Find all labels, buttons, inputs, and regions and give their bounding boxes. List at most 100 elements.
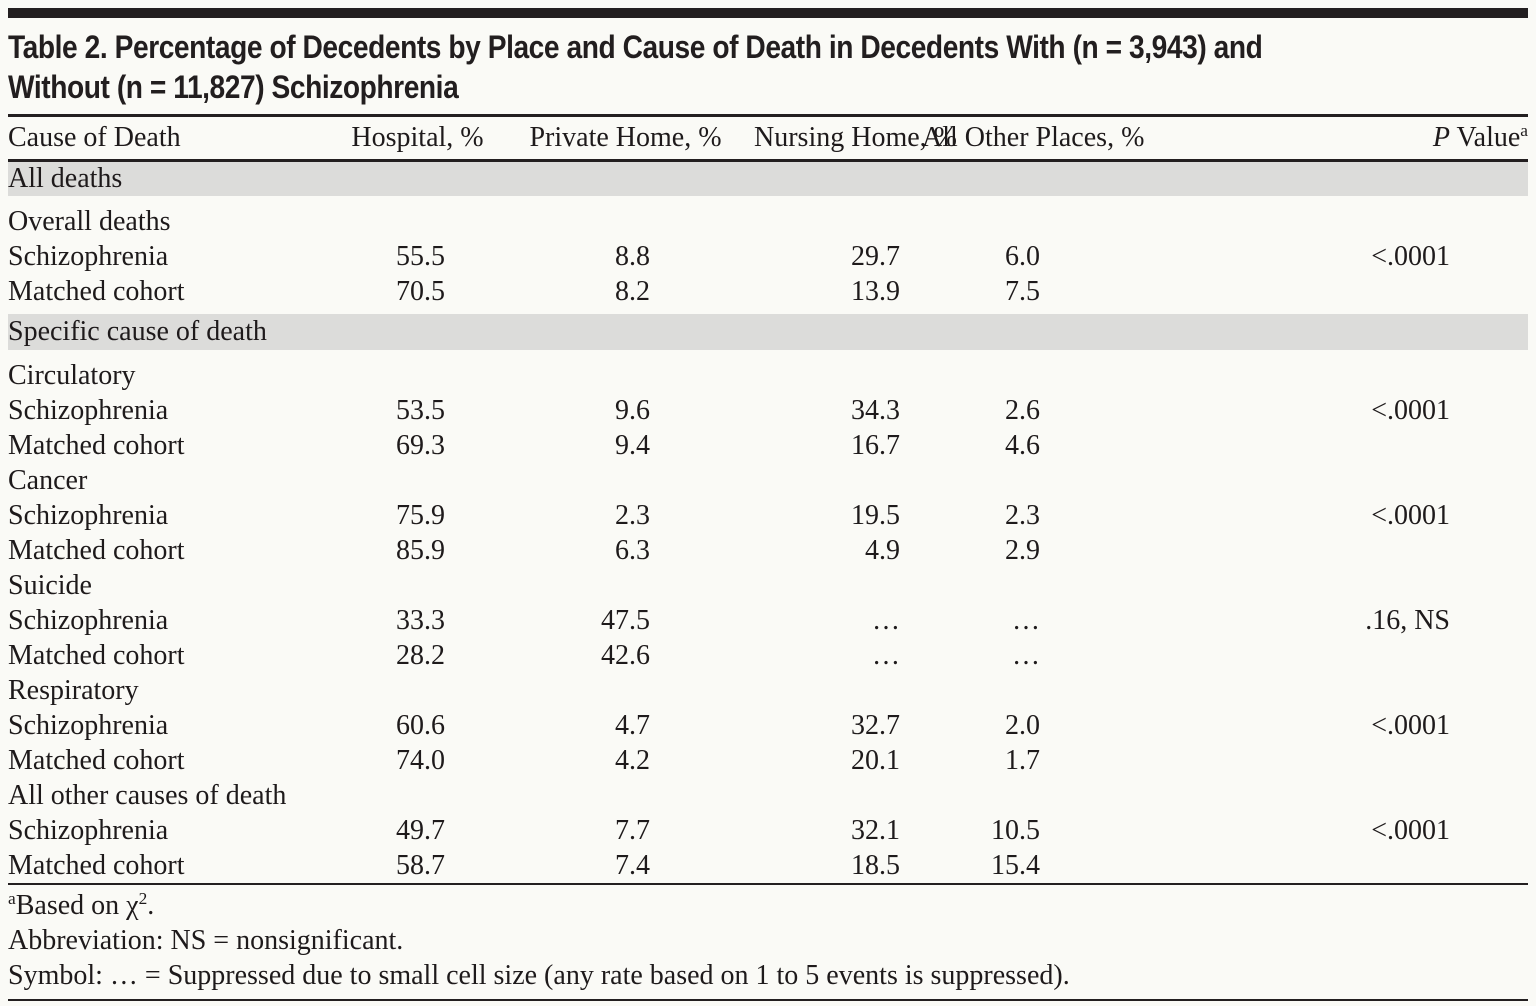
value-cell: 4.2: [615, 744, 650, 776]
value-cell: 34.3: [851, 394, 900, 426]
p-value-superscript-a: a: [1520, 121, 1528, 141]
data-row: Schizophrenia 49.7 7.7 32.1 10.5 <.0001: [8, 813, 1528, 848]
footnote-symbol: Symbol: … = Suppressed due to small cell…: [8, 960, 1070, 991]
value-cell: 70.5: [396, 275, 445, 307]
value-cell: 32.1: [851, 814, 900, 846]
data-row: Schizophrenia 33.3 47.5 … … .16, NS: [8, 603, 1528, 638]
footnote-rule: [8, 883, 1528, 885]
footnote-a-body: Based on χ: [15, 890, 139, 921]
value-cell: 18.5: [851, 849, 900, 881]
spacer-row: [8, 196, 1528, 204]
value-cell: …: [872, 639, 900, 671]
spacer-row: [8, 350, 1528, 358]
value-cell: 53.5: [396, 394, 445, 426]
row-label: Schizophrenia: [8, 709, 169, 741]
value-cell: …: [1012, 604, 1040, 636]
row-label: Matched cohort: [8, 744, 185, 776]
value-cell: 32.7: [851, 709, 900, 741]
value-cell: 4.9: [865, 534, 900, 566]
value-cell: 55.5: [396, 240, 445, 272]
value-cell: [1124, 848, 1528, 883]
group-label: All other causes of death: [8, 779, 287, 811]
value-cell: 16.7: [851, 429, 900, 461]
group-row: Cancer: [8, 463, 1528, 498]
section-band-row: All deaths: [8, 160, 1528, 196]
table-top-rule: [8, 8, 1528, 18]
value-cell: 19.5: [851, 499, 900, 531]
value-cell: 49.7: [396, 814, 445, 846]
table-title: Table 2. Percentage of Decedents by Plac…: [8, 18, 1528, 114]
col-header-private-home: Private Home, %: [497, 117, 754, 162]
table-title-line1: Table 2. Percentage of Decedents by Plac…: [8, 29, 1263, 65]
data-row: Matched cohort 85.9 6.3 4.9 2.9: [8, 533, 1528, 568]
value-cell: <.0001: [1371, 240, 1450, 272]
table-title-line2: Without (n = 11,827) Schizophrenia: [8, 69, 459, 105]
value-cell: …: [872, 604, 900, 636]
value-cell: …: [1012, 639, 1040, 671]
col-header-all-other-places: All Other Places, %: [922, 117, 1144, 162]
value-cell: 2.3: [615, 499, 650, 531]
value-cell: 33.3: [396, 604, 445, 636]
value-cell: 1.7: [1005, 744, 1040, 776]
value-cell: <.0001: [1371, 499, 1450, 531]
row-label: Matched cohort: [8, 639, 185, 671]
value-cell: 9.6: [615, 394, 650, 426]
footnote-chi-square: aBased on χ2.: [8, 888, 1528, 923]
value-cell: <.0001: [1371, 814, 1450, 846]
section-band-row: Specific cause of death: [8, 314, 1528, 350]
group-label: Circulatory: [8, 359, 136, 391]
group-row: Overall deaths: [8, 204, 1528, 239]
value-cell: 10.5: [991, 814, 1040, 846]
table-body: All deaths Overall deaths Schizophrenia 55.…: [8, 160, 1528, 883]
section-band-label: All deaths: [8, 160, 1528, 196]
value-cell: 29.7: [851, 240, 900, 272]
data-table: Cause of Death Hospital, % Private Home,…: [8, 117, 1528, 883]
value-cell: 47.5: [601, 604, 650, 636]
footnote-abbreviation: Abbreviation: NS = nonsignificant.: [8, 925, 404, 956]
value-cell: 2.9: [1005, 534, 1040, 566]
row-label: Matched cohort: [8, 534, 185, 566]
value-cell: <.0001: [1371, 394, 1450, 426]
col-header-cause-of-death: Cause of Death: [8, 117, 338, 162]
table-bottom-rule: [8, 999, 1528, 1001]
data-row: Matched cohort 74.0 4.2 20.1 1.7: [8, 743, 1528, 778]
value-cell: 9.4: [615, 429, 650, 461]
group-label: Respiratory: [8, 674, 139, 706]
row-label: Schizophrenia: [8, 240, 169, 272]
row-label: Matched cohort: [8, 429, 185, 461]
value-cell: 7.4: [615, 849, 650, 881]
data-row: Schizophrenia 60.6 4.7 32.7 2.0 <.0001: [8, 708, 1528, 743]
value-cell: 7.5: [1005, 275, 1040, 307]
spacer-cell: [8, 350, 1528, 358]
group-row: Respiratory: [8, 673, 1528, 708]
value-cell: 6.3: [615, 534, 650, 566]
value-cell: 8.8: [615, 240, 650, 272]
data-row: Matched cohort 58.7 7.4 18.5 15.4: [8, 848, 1528, 883]
p-value-italic: P: [1432, 121, 1451, 153]
row-label: Schizophrenia: [8, 394, 169, 426]
value-cell: 58.7: [396, 849, 445, 881]
value-cell: 6.0: [1005, 240, 1040, 272]
group-row: Circulatory: [8, 358, 1528, 393]
footnote-a-marker: a: [8, 889, 16, 909]
col-header-p-value: P Valuea: [1124, 117, 1528, 162]
value-cell: 2.3: [1005, 499, 1040, 531]
group-row: All other causes of death: [8, 778, 1528, 813]
value-cell: [1124, 743, 1528, 778]
value-cell: [1124, 533, 1528, 568]
value-cell: [1124, 638, 1528, 673]
title-rule: [8, 114, 1528, 117]
row-label: Matched cohort: [8, 849, 185, 881]
value-cell: [1124, 428, 1528, 463]
row-label: Matched cohort: [8, 275, 185, 307]
data-row: Matched cohort 28.2 42.6……: [8, 638, 1528, 673]
group-label: Overall deaths: [8, 205, 171, 237]
value-cell: 7.7: [615, 814, 650, 846]
row-label: Schizophrenia: [8, 499, 169, 531]
value-cell: 75.9: [396, 499, 445, 531]
col-header-hospital: Hospital, %: [338, 117, 497, 162]
data-row: Schizophrenia 75.9 2.3 19.5 2.3 <.0001: [8, 498, 1528, 533]
header-row: Cause of Death Hospital, % Private Home,…: [8, 117, 1528, 162]
chi-square-superscript: 2: [138, 889, 148, 909]
